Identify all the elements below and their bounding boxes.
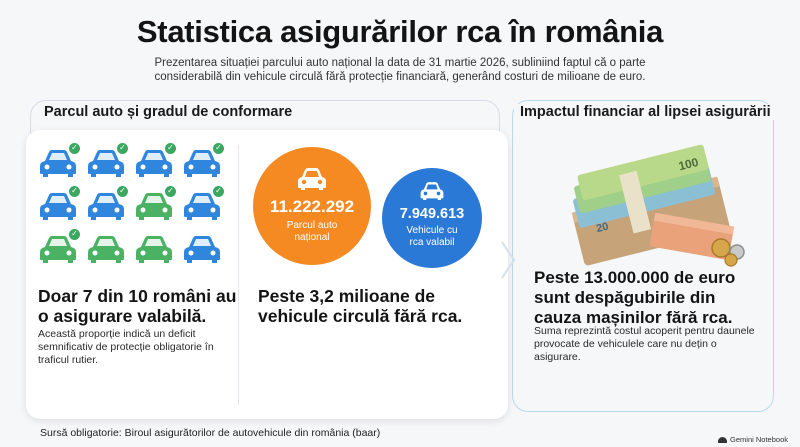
car-icon: ✓	[38, 185, 81, 221]
car-icon: ✓	[182, 142, 225, 178]
financial-body: Suma reprezintă costul acoperit pentru d…	[534, 325, 755, 363]
checkmark-icon: ✓	[68, 228, 81, 241]
car-grid: ✓ ✓ ✓ ✓ ✓ ✓ ✓ ✓ ✓	[38, 142, 228, 276]
car-icon: ✓	[182, 185, 225, 221]
checkmark-icon: ✓	[212, 185, 225, 198]
compliance-body: Această proporție indică un deficit semn…	[38, 328, 214, 366]
car-icon: ✓	[86, 142, 129, 178]
source-note: Sursă obligatorie: Biroul asigurătorilor…	[40, 427, 381, 439]
page-title: Statistica asigurărilor rca în românia	[136, 14, 664, 49]
insured-label: Vehicule cu rca valabil	[406, 225, 458, 248]
brand-label: Gemini Notebook	[730, 435, 788, 444]
right-section-heading: Impactul financiar al lipsei asigurării	[514, 104, 777, 120]
total-fleet-label: Parcul auto național	[286, 220, 338, 243]
insured-circle: 7.949.613 Vehicule cu rca valabil	[382, 168, 482, 268]
car-icon	[182, 234, 222, 264]
brand-badge: Gemini Notebook	[718, 435, 788, 444]
total-fleet-circle: 11.222.292 Parcul auto național	[253, 147, 371, 265]
car-icon	[420, 182, 444, 200]
car-icon: ✓	[134, 142, 177, 178]
svg-text:100: 100	[677, 155, 700, 174]
car-icon: ✓	[134, 185, 177, 221]
checkmark-icon: ✓	[68, 142, 81, 155]
uninsured-headline: Peste 3,2 milioane de vehicule circulă f…	[258, 286, 463, 326]
checkmark-icon: ✓	[212, 142, 225, 155]
chevron-right-icon	[501, 241, 516, 279]
car-icon: ✓	[38, 228, 81, 264]
left-section-heading: Parcul auto și gradul de conformare	[38, 104, 299, 120]
compliance-headline: Doar 7 din 10 români au o asigurare vala…	[38, 286, 237, 326]
financial-headline: Peste 13.000.000 de euro sunt despăgubir…	[534, 268, 736, 327]
checkmark-icon: ✓	[116, 185, 129, 198]
checkmark-icon: ✓	[164, 185, 177, 198]
checkmark-icon: ✓	[116, 142, 129, 155]
money-stack-icon: 100 20	[571, 144, 745, 267]
insured-value: 7.949.613	[399, 206, 465, 222]
car-icon	[298, 168, 326, 190]
car-icon: ✓	[86, 185, 129, 221]
car-icon	[134, 234, 174, 264]
total-fleet-value: 11.222.292	[269, 197, 355, 216]
car-icon: ✓	[38, 142, 81, 178]
gemini-logo-icon	[718, 436, 728, 443]
car-icon	[86, 234, 126, 264]
page-subtitle: Prezentarea situației parcului auto nați…	[154, 57, 646, 83]
checkmark-icon: ✓	[164, 142, 177, 155]
card-divider	[238, 145, 239, 405]
svg-text:20: 20	[595, 221, 610, 236]
checkmark-icon: ✓	[68, 185, 81, 198]
